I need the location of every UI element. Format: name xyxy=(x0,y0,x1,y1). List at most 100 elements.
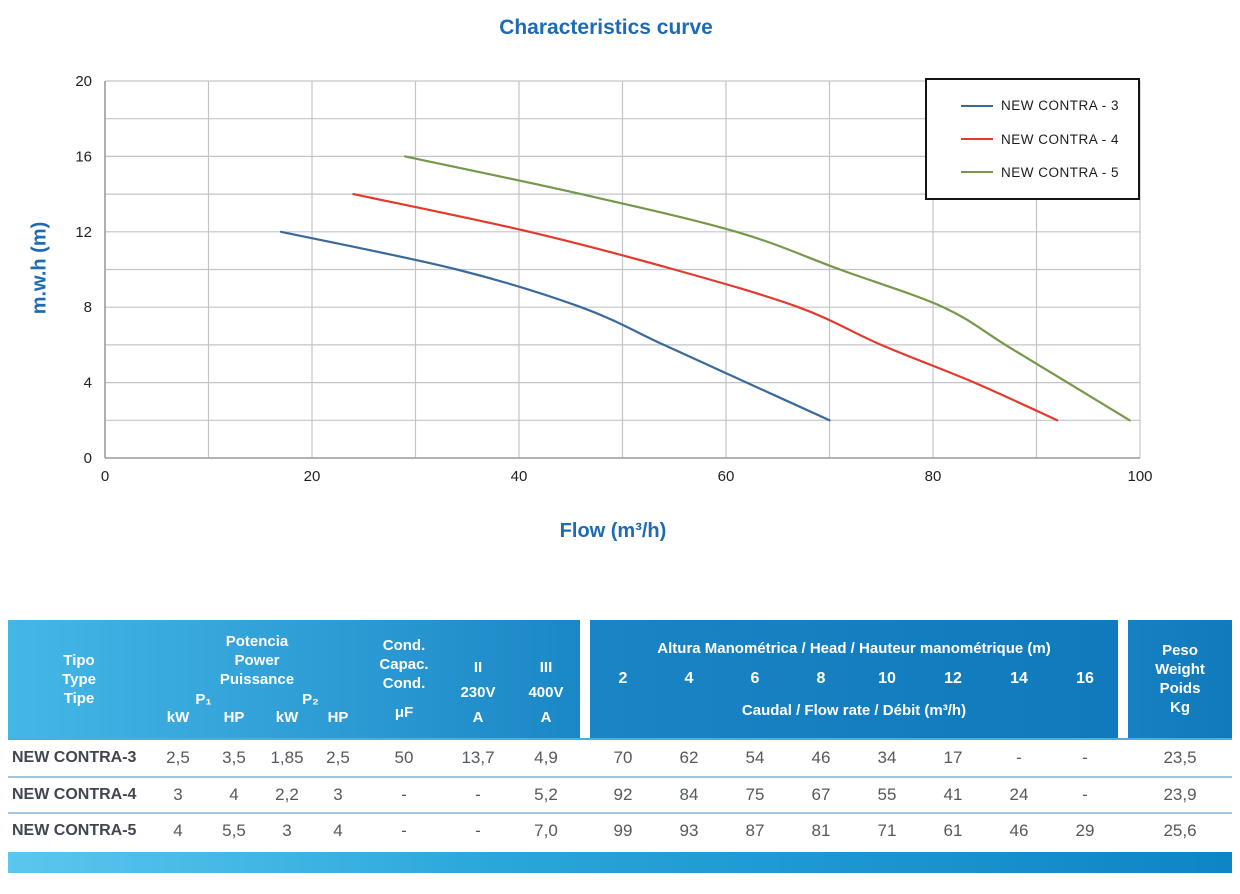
row-value-cell: - xyxy=(401,785,407,804)
header-head-title: Altura Manométrica / Head / Hauteur mano… xyxy=(657,639,1051,657)
header-p2: P₂ xyxy=(302,691,319,708)
row-head-cell: 99 xyxy=(613,821,633,840)
row-value-cell: 4 xyxy=(333,821,343,840)
head-value: 4 xyxy=(684,670,694,687)
row-head-cell: 55 xyxy=(877,785,897,804)
row-value-cell: - xyxy=(475,785,481,804)
y-tick-label: 4 xyxy=(84,375,92,392)
row-head-cell: 62 xyxy=(679,748,699,767)
header-unit-kw: kW xyxy=(275,709,299,726)
header-power: Potencia Power Puissance P₁ P₂ kW HP kW … xyxy=(150,620,364,738)
legend-line-swatch xyxy=(961,138,993,140)
row-weight-cell: 25,6 xyxy=(1163,821,1197,840)
row-value-cell: 2,2 xyxy=(275,785,299,804)
row-head-cell: 29 xyxy=(1075,821,1095,840)
legend-label: NEW CONTRA - 4 xyxy=(1001,131,1120,147)
table-header: Tipo Type Tipe Potencia Power Puissance … xyxy=(8,620,1232,738)
legend-line-swatch xyxy=(961,104,993,107)
y-tick-label: 20 xyxy=(75,73,92,90)
legend-label: NEW CONTRA - 3 xyxy=(1001,98,1120,114)
row-weight-cell: 23,9 xyxy=(1163,785,1197,804)
header-cond-line: Cond. xyxy=(382,675,426,692)
row-type-label: NEW CONTRA-3 xyxy=(12,749,137,766)
bottom-bar xyxy=(8,852,1232,873)
head-value: 6 xyxy=(750,670,760,687)
header-weight-line: Peso xyxy=(1162,642,1198,659)
legend-entry: NEW CONTRA - 4 xyxy=(961,132,1138,147)
header-unit-hp: HP xyxy=(327,709,349,726)
legend: NEW CONTRA - 3 NEW CONTRA - 4 NEW CONTRA -… xyxy=(925,78,1140,200)
header-power-line: Potencia xyxy=(225,633,289,650)
row-head-cell: - xyxy=(1082,785,1088,804)
header-gap xyxy=(1118,620,1128,738)
row-value-cell: 7,0 xyxy=(534,821,558,840)
table-row: NEW CONTRA-4 3 4 2,2 3 - - 5,2 92 84 75 67 55 41 24 - 23… xyxy=(8,776,1232,812)
row-type-label: NEW CONTRA-4 xyxy=(12,786,137,803)
legend-entry: NEW CONTRA - 5 xyxy=(961,165,1138,180)
y-tick-label: 12 xyxy=(75,224,92,241)
head-values: 2 4 6 8 10 12 14 16 xyxy=(590,670,1118,688)
head-value: 14 xyxy=(1010,670,1028,687)
legend-label: NEW CONTRA - 5 xyxy=(1001,164,1120,180)
head-value: 2 xyxy=(618,670,628,687)
header-400v-line: 400V xyxy=(528,684,564,701)
x-tick-label: 20 xyxy=(304,468,321,485)
row-head-cell: 24 xyxy=(1009,785,1029,804)
row-head-cell: 84 xyxy=(679,785,699,804)
y-tick-label: 8 xyxy=(84,299,92,316)
row-head-cell: 46 xyxy=(1009,821,1029,840)
header-power-line: Power xyxy=(234,652,280,669)
header-weight: Peso Weight Poids Kg xyxy=(1128,620,1232,738)
head-value: 12 xyxy=(944,670,962,687)
x-tick-label: 40 xyxy=(511,468,528,485)
header-head-block: Altura Manométrica / Head / Hauteur mano… xyxy=(590,620,1118,738)
header-230v-line: A xyxy=(472,709,484,726)
head-value: 16 xyxy=(1076,670,1094,687)
header-230v-line: 230V xyxy=(460,684,496,701)
curve-chart: 0 20 40 60 80 100 0 4 8 12 16 20 xyxy=(75,73,1152,485)
series-curve xyxy=(352,193,1059,422)
row-value-cell: 4,9 xyxy=(534,748,558,767)
row-head-cell: 70 xyxy=(613,748,633,767)
row-value-cell: 3 xyxy=(173,785,183,804)
row-head-cell: 87 xyxy=(745,821,765,840)
header-400v-line: III xyxy=(539,659,553,676)
row-value-cell: 2,5 xyxy=(166,748,190,767)
spec-table: Tipo Type Tipe Potencia Power Puissance … xyxy=(8,620,1232,873)
row-head-cell: 92 xyxy=(613,785,633,804)
x-tick-label: 100 xyxy=(1127,468,1152,485)
header-gap xyxy=(580,620,590,738)
header-cond-line: Capac. xyxy=(379,656,429,673)
header-unit-hp: HP xyxy=(223,709,245,726)
row-head-cell: 81 xyxy=(811,821,831,840)
row-weight-cell: 23,5 xyxy=(1163,748,1197,767)
y-tick-label: 0 xyxy=(84,450,92,467)
x-tick-label: 80 xyxy=(925,468,942,485)
row-value-cell: 3 xyxy=(333,785,343,804)
legend-line-swatch xyxy=(961,171,993,174)
y-axis-label: m.w.h (m) xyxy=(28,221,51,315)
header-weight-line: Weight xyxy=(1155,661,1205,678)
row-head-cell: 67 xyxy=(811,785,831,804)
row-value-cell: - xyxy=(401,821,407,840)
row-value-cell: 4 xyxy=(229,785,239,804)
row-head-cell: 46 xyxy=(811,748,831,767)
x-tick-label: 60 xyxy=(718,468,735,485)
chart-title: Characteristics curve xyxy=(499,16,713,39)
head-value: 10 xyxy=(878,670,896,687)
row-head-cell: 41 xyxy=(943,785,963,804)
row-head-cell: 61 xyxy=(943,821,963,840)
header-type-line: Type xyxy=(62,670,96,688)
header-weight-line: Kg xyxy=(1170,699,1190,716)
row-head-cell: 71 xyxy=(877,821,897,840)
header-type: Tipo Type Tipe xyxy=(8,620,150,738)
header-left-block: Tipo Type Tipe Potencia Power Puissance … xyxy=(8,620,580,738)
header-type-line: Tipe xyxy=(63,689,95,707)
header-uf-unit: μF xyxy=(394,704,414,721)
row-value-cell: 50 xyxy=(394,748,414,767)
row-head-cell: - xyxy=(1082,748,1088,767)
head-value: 8 xyxy=(816,670,826,687)
x-tick-label: 0 xyxy=(101,468,109,485)
row-head-cell: 34 xyxy=(877,748,897,767)
